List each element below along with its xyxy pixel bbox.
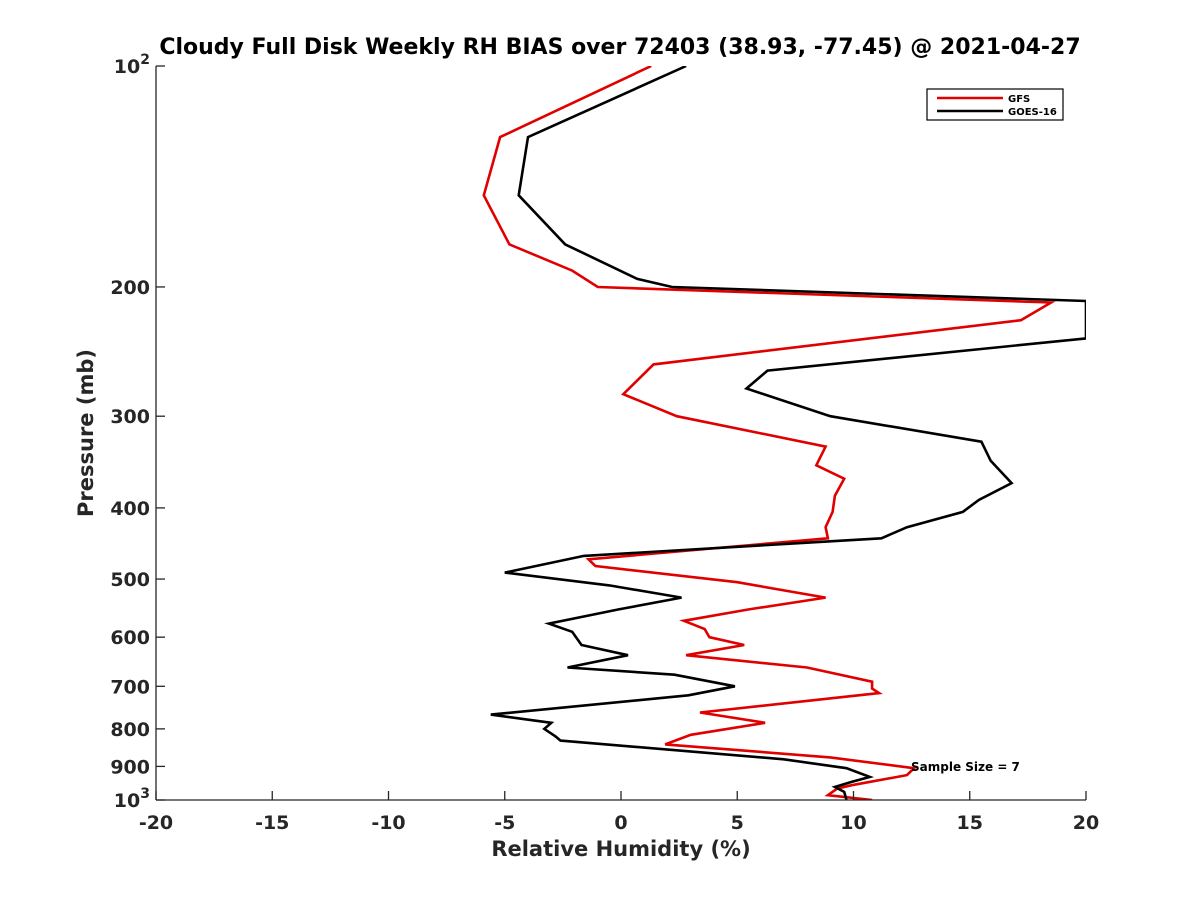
series-line-goes-16 bbox=[490, 66, 1086, 800]
axes-layer bbox=[155, 66, 1086, 801]
y-tick-label: 600 bbox=[110, 627, 150, 649]
x-tick-label: -5 bbox=[494, 812, 515, 834]
x-tick-label: -10 bbox=[371, 812, 405, 834]
x-tick-label: 5 bbox=[731, 812, 744, 834]
legend-box bbox=[926, 88, 1064, 121]
legend: GFS GOES-16 bbox=[926, 88, 1064, 121]
chart-title: Cloudy Full Disk Weekly RH BIAS over 724… bbox=[159, 35, 1080, 60]
y-tick-label: 400 bbox=[110, 498, 150, 520]
y-tick-label: 700 bbox=[110, 676, 150, 698]
series-layer bbox=[482, 66, 1086, 800]
x-axis-label: Relative Humidity (%) bbox=[491, 837, 750, 861]
y-ticks: 102 200 300 400 500 600 700 800 900 103 bbox=[110, 52, 165, 812]
x-tick-label: 0 bbox=[614, 812, 627, 834]
x-ticks: -20 -15 -10 -5 0 5 10 15 20 bbox=[139, 791, 1099, 834]
legend-label: GOES-16 bbox=[1008, 107, 1057, 118]
x-tick-label: -20 bbox=[139, 812, 173, 834]
x-tick-label: -15 bbox=[255, 812, 289, 834]
x-tick-label: 15 bbox=[957, 812, 983, 834]
y-tick-label: 900 bbox=[110, 756, 150, 778]
y-axis-label: Pressure (mb) bbox=[74, 349, 98, 517]
x-tick-label: 20 bbox=[1073, 812, 1099, 834]
legend-label: GFS bbox=[1008, 94, 1030, 105]
series-line-gfs bbox=[482, 66, 1056, 800]
y-tick-label: 102 bbox=[114, 52, 150, 78]
sample-size-annotation: Sample Size = 7 bbox=[911, 760, 1020, 774]
y-tick-label: 500 bbox=[110, 569, 150, 591]
y-tick-label: 200 bbox=[110, 277, 150, 299]
y-tick-label: 103 bbox=[114, 786, 150, 812]
x-tick-label: 10 bbox=[840, 812, 866, 834]
y-tick-label: 800 bbox=[110, 719, 150, 741]
y-tick-label: 300 bbox=[110, 406, 150, 428]
